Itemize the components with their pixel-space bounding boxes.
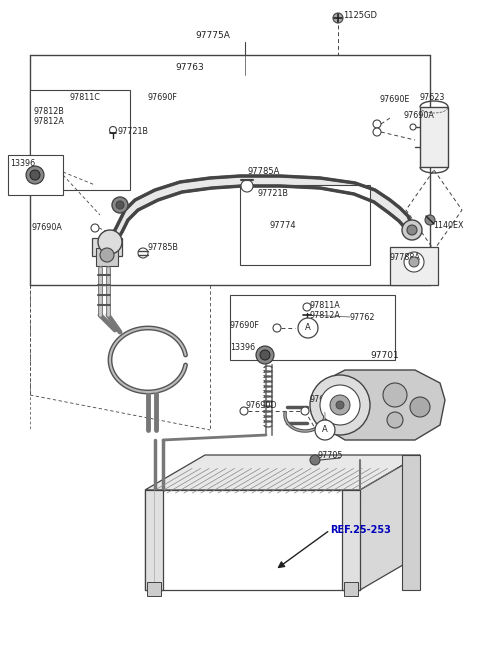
Bar [390, 247, 438, 285]
Circle shape [273, 324, 281, 332]
Text: 97811A: 97811A [310, 301, 341, 310]
Circle shape [91, 224, 99, 232]
Circle shape [241, 180, 253, 192]
Text: 97690A: 97690A [403, 111, 434, 119]
Circle shape [425, 215, 435, 225]
Bar [8, 155, 63, 195]
Text: 97788A: 97788A [390, 253, 421, 263]
Text: 1125GD: 1125GD [343, 11, 377, 19]
Polygon shape [360, 455, 420, 590]
Text: 97721B: 97721B [258, 188, 289, 198]
Circle shape [330, 395, 350, 415]
Bar [96, 248, 118, 266]
Circle shape [298, 318, 318, 338]
Text: 97690D: 97690D [246, 401, 277, 409]
Polygon shape [318, 370, 445, 440]
Circle shape [402, 220, 422, 240]
Circle shape [315, 420, 335, 440]
Bar [145, 490, 163, 590]
Circle shape [138, 248, 148, 258]
Text: 97701: 97701 [370, 350, 399, 360]
Bar [145, 490, 360, 590]
Circle shape [333, 13, 343, 23]
Bar [420, 107, 448, 167]
Bar [402, 455, 420, 590]
Circle shape [404, 252, 424, 272]
Text: 97775A: 97775A [195, 31, 230, 40]
Circle shape [409, 257, 419, 267]
Polygon shape [145, 455, 420, 490]
Text: 97812A: 97812A [33, 117, 64, 125]
Text: 97774: 97774 [270, 220, 297, 230]
Text: REF.25-253: REF.25-253 [330, 525, 391, 535]
Text: A: A [305, 324, 311, 332]
Circle shape [30, 170, 40, 180]
Text: 97763: 97763 [175, 62, 204, 72]
Circle shape [310, 455, 320, 465]
Text: 97811C: 97811C [70, 92, 101, 101]
Bar [92, 238, 122, 256]
Text: 1140EX: 1140EX [433, 220, 464, 230]
Circle shape [373, 120, 381, 128]
Text: 97690A: 97690A [32, 224, 63, 232]
Polygon shape [110, 176, 412, 248]
Circle shape [116, 201, 124, 209]
Circle shape [100, 248, 114, 262]
Bar [240, 185, 370, 265]
Circle shape [410, 397, 430, 417]
Circle shape [310, 375, 370, 435]
Circle shape [240, 407, 248, 415]
Bar [30, 90, 130, 190]
Circle shape [407, 225, 417, 235]
Text: 13396: 13396 [10, 159, 35, 168]
Text: 97785A: 97785A [248, 168, 280, 176]
Text: A: A [322, 425, 328, 435]
Circle shape [109, 127, 117, 133]
Circle shape [373, 128, 381, 136]
Circle shape [320, 385, 360, 425]
Circle shape [303, 303, 311, 311]
Circle shape [26, 166, 44, 184]
Bar [147, 582, 161, 596]
Text: 97690E: 97690E [380, 96, 410, 105]
Text: 97721B: 97721B [118, 127, 149, 137]
Text: 97690D: 97690D [310, 395, 341, 405]
Bar [230, 295, 395, 360]
Circle shape [98, 230, 122, 254]
Bar [344, 582, 358, 596]
Circle shape [112, 197, 128, 213]
Text: 97623: 97623 [420, 92, 445, 101]
Text: 97812B: 97812B [33, 107, 64, 117]
Circle shape [301, 407, 309, 415]
Text: 97705: 97705 [317, 450, 343, 460]
Text: 97762: 97762 [350, 312, 375, 322]
Text: 13396: 13396 [230, 344, 255, 352]
Bar [342, 490, 360, 590]
Text: 97690F: 97690F [148, 92, 178, 101]
Circle shape [260, 350, 270, 360]
Text: 97690F: 97690F [230, 320, 260, 330]
Text: 97785B: 97785B [148, 243, 179, 253]
Circle shape [383, 383, 407, 407]
Circle shape [387, 412, 403, 428]
Text: 97812A: 97812A [310, 310, 341, 320]
Circle shape [256, 346, 274, 364]
Circle shape [336, 401, 344, 409]
Circle shape [410, 124, 416, 130]
